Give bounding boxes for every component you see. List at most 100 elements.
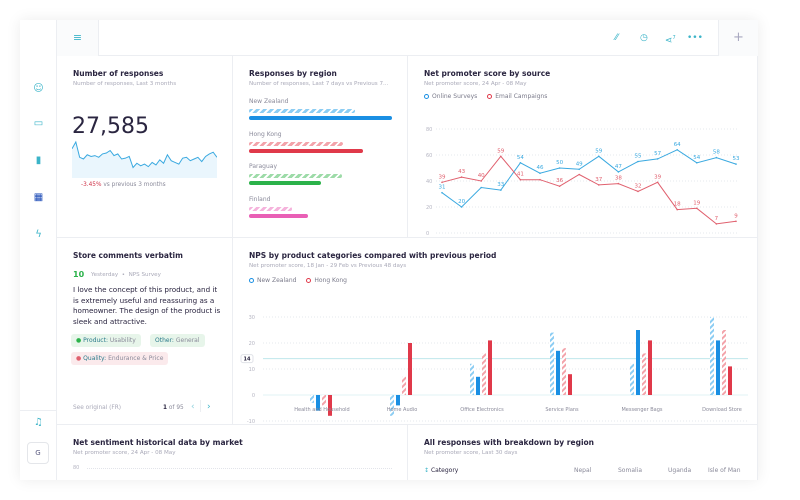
data-label: 20 xyxy=(458,199,465,205)
data-label: 54 xyxy=(693,155,700,161)
bar xyxy=(636,330,640,395)
panel-title: All responses with breakdown by region xyxy=(424,438,595,447)
avatar[interactable]: G xyxy=(27,442,49,464)
change-value: -3.45% xyxy=(81,182,102,188)
data-label: 46 xyxy=(537,165,544,171)
panel-title: NPS by product categories compared with … xyxy=(249,251,497,260)
data-label: 19 xyxy=(693,200,700,206)
panel-title: Responses by region xyxy=(249,69,337,78)
data-label: 32 xyxy=(635,183,642,189)
region-bar-current xyxy=(249,213,308,218)
data-point xyxy=(715,156,718,159)
dashboard-grid-icon[interactable]: ▦ xyxy=(33,192,44,203)
smiley-icon[interactable]: ☺ xyxy=(33,83,44,94)
data-label: 49 xyxy=(576,161,583,167)
y-tick-label: 20 xyxy=(249,341,255,347)
nps-categories-panel: NPS by product categories compared with … xyxy=(233,238,758,425)
data-label: 33 xyxy=(497,182,504,188)
y-tick-label: 0 xyxy=(426,231,429,237)
reference-label: 14 xyxy=(244,357,251,363)
legend: New Zealand Hong Kong xyxy=(249,277,347,284)
legend-hong-kong[interactable]: Hong Kong xyxy=(306,277,347,284)
column-isle-of-man[interactable]: Isle of Man xyxy=(708,467,741,474)
see-original-link[interactable]: See original (FR) xyxy=(73,405,122,411)
data-label: 50 xyxy=(556,160,563,166)
column-category[interactable]: ↕ Category xyxy=(424,467,459,474)
breakdown-panel: All responses with breakdown by region N… xyxy=(408,425,758,480)
region-panel: Responses by region Number of responses,… xyxy=(233,56,408,238)
edit-icon[interactable]: ⁄⁄ xyxy=(615,33,619,43)
data-label: 54 xyxy=(517,155,524,161)
data-point xyxy=(441,191,443,194)
data-label: 31 xyxy=(439,185,446,191)
series-line xyxy=(441,149,737,208)
data-label: 9 xyxy=(734,213,738,219)
y-tick-label: 40 xyxy=(426,179,432,185)
tag-quality[interactable]: ● Quality: Endurance & Price xyxy=(71,352,169,365)
category-label: Service Plans xyxy=(545,407,579,413)
frown-icon: ● xyxy=(76,355,82,362)
legend-email-campaigns[interactable]: Email Campaigns xyxy=(487,93,547,100)
column-somalia[interactable]: Somalia xyxy=(618,467,643,474)
bar xyxy=(328,395,332,416)
sparkline-area xyxy=(72,142,217,178)
bar xyxy=(470,363,474,395)
data-label: 59 xyxy=(595,148,602,154)
data-label: 41 xyxy=(517,172,524,178)
data-point xyxy=(578,168,580,171)
data-point xyxy=(480,186,482,189)
data-point xyxy=(539,178,541,181)
data-point xyxy=(598,155,600,158)
data-point xyxy=(460,176,463,178)
data-point xyxy=(441,181,443,184)
column-nepal[interactable]: Nepal xyxy=(574,467,592,474)
column-uganda[interactable]: Uganda xyxy=(668,467,692,474)
data-point xyxy=(735,220,737,223)
data-point xyxy=(617,171,620,173)
bell-icon[interactable]: ♫ xyxy=(34,417,43,428)
data-label: 37 xyxy=(595,177,602,183)
prev-icon[interactable]: ‹ xyxy=(191,402,195,412)
more-icon[interactable]: ••• xyxy=(687,33,703,43)
y-tick-label: 20 xyxy=(426,205,432,211)
category-label: Office Electronics xyxy=(460,407,504,413)
share-icon[interactable]: ⋖7 xyxy=(665,35,676,46)
hamburger-icon[interactable]: ≡ xyxy=(57,20,99,56)
sentiment-panel: Net sentiment historical data by market … xyxy=(57,425,408,480)
panel-subtitle: Number of responses, Last 3 months xyxy=(73,81,177,87)
legend-new-zealand[interactable]: New Zealand xyxy=(249,277,296,284)
data-point xyxy=(715,223,718,225)
y-tick-label: 80 xyxy=(426,127,432,133)
tag-other[interactable]: Other: General xyxy=(150,334,205,347)
bar xyxy=(476,376,480,395)
bar xyxy=(390,395,394,416)
bar xyxy=(722,330,726,395)
header: ≡ ⁄⁄ ◷ ⋖7 ••• + xyxy=(57,20,758,56)
activity-icon[interactable]: ϟ xyxy=(35,229,42,240)
panel-subtitle: Number of responses, Last 7 days vs Prev… xyxy=(249,81,389,87)
next-icon[interactable]: › xyxy=(207,402,211,412)
category-label: Messenger Bags xyxy=(621,407,662,413)
region-bar-current xyxy=(249,181,321,185)
schedule-icon[interactable]: ◷ xyxy=(640,33,648,43)
panel-subtitle: Net promoter score, 24 Apr - 08 May xyxy=(424,81,527,87)
region-bar-previous xyxy=(249,174,342,178)
plus-icon[interactable]: + xyxy=(718,20,758,56)
region-bar-previous xyxy=(249,141,344,146)
comment-icon[interactable]: ▭ xyxy=(33,118,44,129)
bar xyxy=(630,363,634,395)
data-point xyxy=(558,185,561,187)
data-point xyxy=(676,149,678,151)
bar xyxy=(408,343,412,395)
data-point xyxy=(735,163,737,165)
nps-score: 10 xyxy=(73,270,85,279)
legend-online-surveys[interactable]: Online Surveys xyxy=(424,93,477,100)
change-label: vs previous 3 months xyxy=(103,182,166,188)
data-point xyxy=(676,208,678,211)
tag-product[interactable]: ● Product: Usability xyxy=(71,334,141,347)
data-point xyxy=(578,173,580,176)
data-label: 47 xyxy=(615,164,622,170)
data-point xyxy=(696,162,698,164)
bar-chart-icon[interactable]: ▮ xyxy=(35,155,42,166)
panel-title: Number of responses xyxy=(73,69,164,78)
